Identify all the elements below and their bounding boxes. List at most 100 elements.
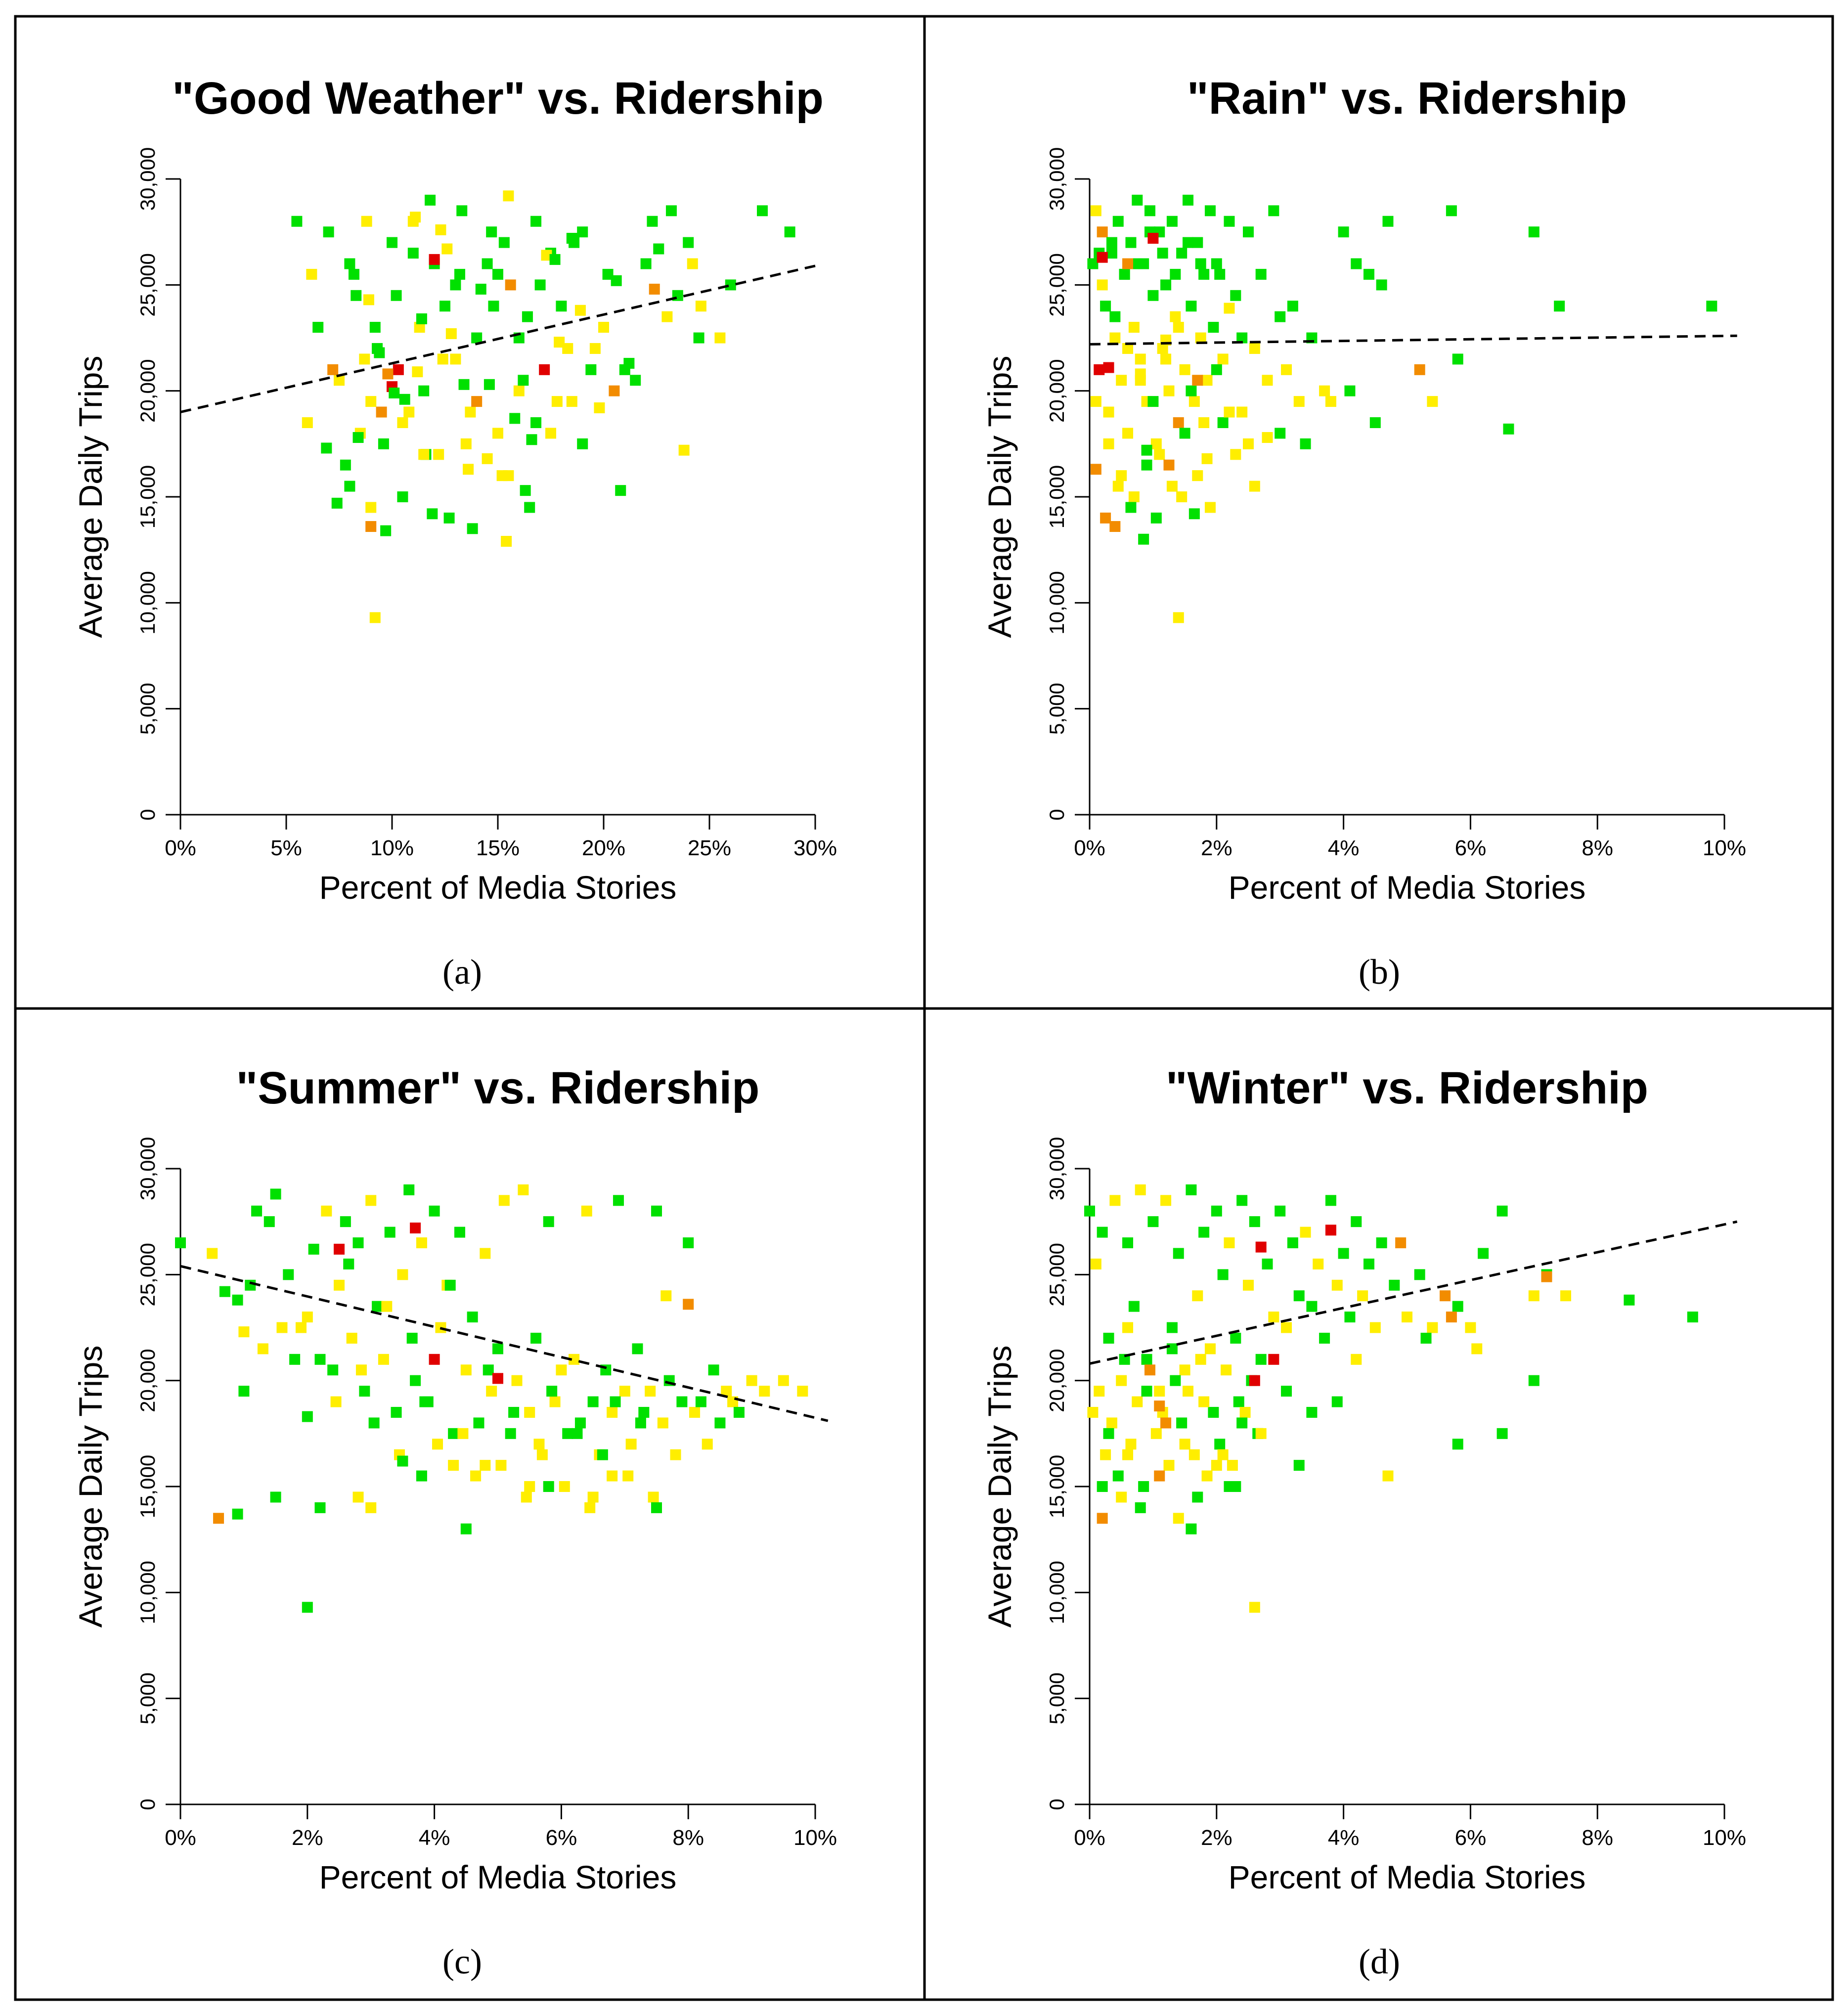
scatter-points (291, 190, 795, 623)
data-point (488, 301, 499, 312)
data-point (340, 459, 351, 471)
data-point (1179, 1364, 1190, 1376)
data-point (416, 313, 427, 324)
data-point (1103, 1332, 1114, 1344)
data-point (1128, 322, 1140, 333)
data-point (549, 254, 561, 265)
data-point (463, 464, 474, 475)
data-point (450, 279, 461, 291)
data-point (630, 375, 641, 386)
data-point (1496, 1205, 1508, 1217)
data-point (348, 268, 359, 280)
data-point (1147, 290, 1159, 301)
data-point (653, 243, 664, 255)
data-point (289, 1354, 301, 1365)
data-point (1255, 268, 1267, 280)
data-point (1369, 1322, 1381, 1333)
data-point (440, 301, 450, 312)
data-point (454, 1226, 465, 1238)
x-tick-label: 0% (1074, 836, 1105, 860)
data-point (397, 491, 408, 502)
y-tick-label: 0 (1045, 1798, 1068, 1810)
data-point (443, 512, 455, 524)
data-point (429, 1205, 440, 1217)
data-point (482, 453, 493, 464)
data-point (1135, 353, 1146, 365)
data-point (1262, 432, 1273, 443)
data-point (1122, 1322, 1134, 1333)
data-point (1119, 1354, 1130, 1365)
data-point (403, 406, 415, 418)
data-point (649, 283, 660, 295)
data-point (549, 1396, 561, 1407)
data-point (551, 396, 563, 407)
data-point (312, 322, 324, 333)
data-point (321, 442, 332, 454)
data-point (1306, 1406, 1318, 1418)
data-point (784, 226, 795, 238)
data-point (1173, 1513, 1184, 1524)
data-point (365, 396, 377, 407)
data-point (607, 1470, 618, 1482)
data-point (524, 502, 535, 513)
data-point (1706, 301, 1717, 312)
data-point (327, 364, 339, 375)
data-point (355, 1364, 367, 1376)
data-point (1427, 396, 1438, 407)
data-point (1224, 1237, 1235, 1249)
data-point (1217, 1269, 1229, 1280)
data-point (1331, 1279, 1343, 1291)
data-point (1204, 1343, 1216, 1355)
panel-label: (a) (442, 952, 482, 992)
data-point (1132, 258, 1143, 269)
data-point (1249, 1216, 1260, 1227)
data-point (302, 1312, 313, 1323)
data-point (403, 1184, 415, 1195)
data-point (1293, 1290, 1305, 1302)
data-point (361, 216, 372, 227)
data-point (645, 1386, 656, 1397)
data-point (613, 1195, 624, 1206)
data-point (574, 1417, 586, 1429)
data-point (757, 205, 768, 217)
data-point (1300, 1226, 1311, 1238)
data-point (1138, 1481, 1149, 1492)
data-point (270, 1188, 281, 1200)
data-point (450, 353, 461, 365)
data-point (1230, 449, 1241, 460)
data-point (714, 332, 726, 344)
chart-title: "Summer" vs. Ridership (236, 1063, 760, 1113)
data-point (714, 1417, 726, 1429)
data-point (534, 279, 546, 291)
data-point (1188, 508, 1200, 520)
data-point (1106, 237, 1117, 248)
y-tick-label: 0 (136, 1798, 159, 1810)
x-tick-label: 8% (1582, 1826, 1613, 1850)
x-tick-label: 10% (1703, 1826, 1746, 1850)
data-point (391, 290, 402, 301)
data-point (1331, 1396, 1343, 1407)
data-point (1154, 1470, 1165, 1482)
data-point (1382, 1470, 1394, 1482)
data-point (1243, 226, 1254, 238)
chart-title: "Winter" vs. Ridership (1166, 1063, 1648, 1113)
data-point (1179, 1439, 1190, 1450)
data-point (1147, 1216, 1159, 1227)
data-point (448, 1460, 459, 1471)
data-point (1198, 268, 1210, 280)
data-point (695, 1396, 706, 1407)
data-point (1236, 332, 1248, 344)
data-point (232, 1294, 243, 1306)
trend-line (180, 264, 816, 413)
data-point (467, 523, 478, 534)
y-tick-label: 25,000 (1045, 1243, 1068, 1306)
data-point (1173, 612, 1184, 623)
data-point (175, 1237, 186, 1249)
data-point (387, 237, 397, 248)
data-point (1351, 1216, 1362, 1227)
data-point (1100, 301, 1111, 312)
data-point (1287, 1237, 1298, 1249)
data-point (1157, 343, 1168, 354)
data-point (676, 1396, 688, 1407)
data-point (1249, 1602, 1260, 1613)
